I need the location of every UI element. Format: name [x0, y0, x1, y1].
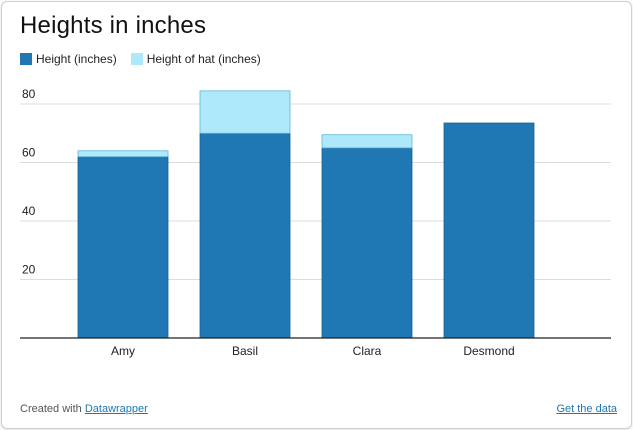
legend-item-height: Height (inches) [20, 52, 117, 66]
credit-text: Created with [20, 403, 82, 415]
legend-swatch-hat [130, 53, 143, 65]
x-tick-label: Desmond [463, 344, 514, 358]
x-tick-label: Basil [232, 344, 258, 358]
bar-height [77, 156, 169, 339]
bar-hat [321, 134, 413, 149]
legend-swatch-height [20, 53, 32, 65]
legend-label-hat: Height of hat (inches) [146, 52, 261, 66]
footer-data: Get the data [556, 403, 617, 415]
bar-height [321, 147, 413, 339]
legend-label-height: Height (inches) [36, 52, 117, 66]
bar-height [199, 132, 291, 339]
y-tick-label: 80 [22, 87, 36, 101]
chart-title: Heights in inches [20, 12, 207, 39]
x-tick-label: Amy [111, 344, 135, 358]
bar-hat [199, 90, 291, 134]
legend: Height (inches) Height of hat (inches) [20, 52, 261, 66]
bar-height [443, 122, 535, 339]
bar-hat [77, 150, 169, 158]
datawrapper-link[interactable]: Datawrapper [84, 403, 148, 415]
footer-credit: Created with Datawrapper [20, 403, 148, 415]
legend-item-hat: Height of hat (inches) [130, 52, 261, 66]
y-tick-label: 20 [22, 263, 36, 277]
x-tick-label: Clara [353, 344, 382, 358]
y-tick-label: 40 [22, 204, 36, 218]
y-tick-label: 60 [22, 146, 36, 160]
get-the-data-link[interactable]: Get the data [556, 403, 617, 415]
